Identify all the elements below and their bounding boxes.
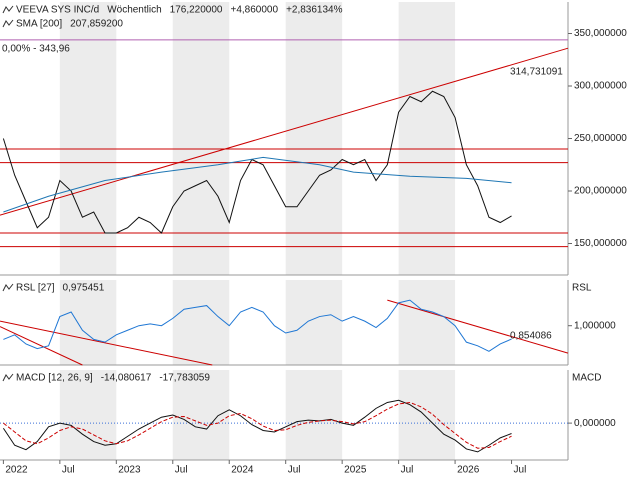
legend-title: VEEVA SYS INC/d: [16, 5, 99, 16]
trend-line: [387, 299, 569, 354]
y-tick-label: 350,000000: [574, 28, 627, 39]
line-label: 0,00% - 343,96: [2, 43, 70, 54]
y-tick-label: 200,000000: [574, 186, 627, 197]
legend-value: 207,859200: [70, 19, 123, 30]
legend-interval: Wöchentlich: [107, 5, 161, 16]
period-band: [285, 370, 343, 460]
x-tick-label: 2026: [457, 465, 480, 476]
trend-line: [0, 320, 213, 366]
series-line: [3, 299, 512, 352]
series-line: [3, 156, 512, 213]
series-line: [2, 90, 512, 234]
x-tick-label: 2023: [118, 465, 141, 476]
legend-value: +4,860000: [231, 5, 279, 16]
period-band: [172, 280, 230, 365]
period-band: [398, 280, 456, 365]
legend-value: 176,220000: [170, 5, 223, 16]
y-tick-label: 300,000000: [574, 81, 627, 92]
x-tick-label: Jul: [514, 465, 527, 476]
period-band: [398, 370, 456, 460]
series-line: [2, 399, 512, 453]
legend-name: SMA [200]: [16, 19, 62, 30]
axis-title: MACD: [572, 373, 601, 384]
y-tick-label: 1,000000: [574, 320, 616, 331]
legend-value: 0,975451: [63, 283, 105, 294]
period-band: [59, 280, 117, 365]
period-band: [285, 2, 343, 275]
axis-title: RSL: [572, 283, 592, 294]
x-tick-label: 2022: [5, 465, 28, 476]
x-tick-label: 2024: [231, 465, 254, 476]
legend-value: -17,783059: [159, 373, 210, 384]
trend-line: [0, 326, 83, 366]
legend-value: -14,080617: [101, 373, 152, 384]
legend-icon: [2, 283, 14, 292]
y-tick-label: 0,000000: [574, 418, 616, 429]
legend-icon: [2, 19, 14, 28]
period-band: [285, 280, 343, 365]
period-band: [59, 2, 117, 275]
x-tick-label: Jul: [62, 465, 75, 476]
y-tick-label: 150,000000: [574, 238, 627, 249]
x-tick-label: 2025: [344, 465, 367, 476]
period-band: [172, 2, 230, 275]
legend-icon: [2, 5, 14, 14]
x-tick-label: Jul: [175, 465, 188, 476]
x-tick-label: Jul: [288, 465, 301, 476]
trend-line: [0, 47, 569, 216]
legend-icon: [2, 373, 14, 382]
y-tick-label: 250,000000: [574, 133, 627, 144]
legend-title: RSL [27]: [16, 283, 55, 294]
legend-value: +2,836134%: [286, 5, 343, 16]
x-tick-label: Jul: [401, 465, 414, 476]
trend-label: 314,731091: [510, 67, 563, 78]
series-line: [3, 401, 512, 449]
legend-title: MACD [12, 26, 9]: [16, 373, 93, 384]
period-band: [398, 2, 456, 275]
trend-label: 0,854086: [510, 331, 552, 342]
